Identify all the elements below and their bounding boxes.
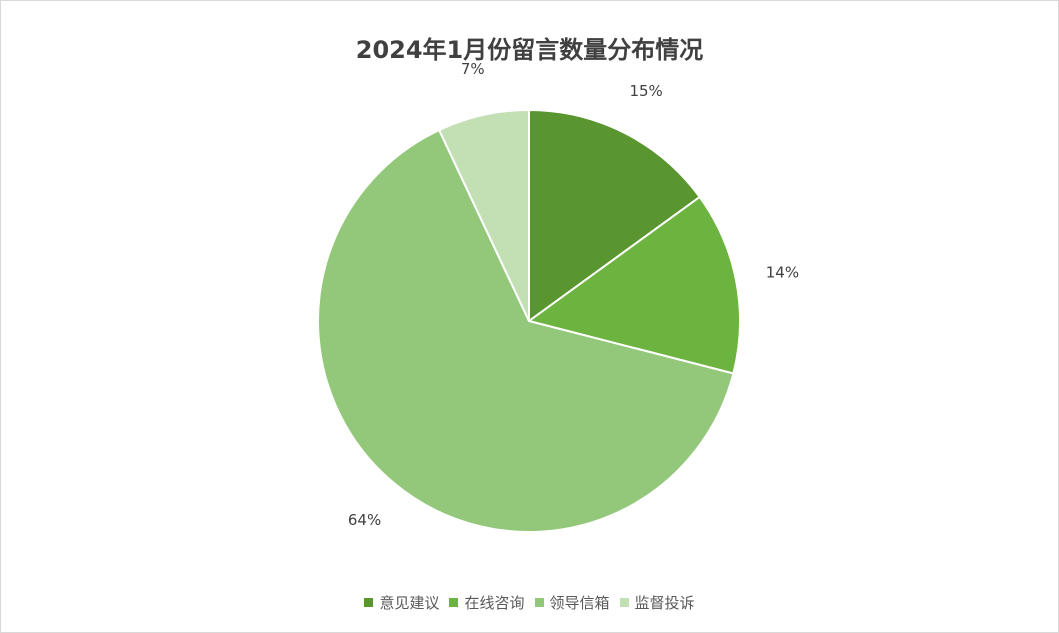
legend-swatch-2 bbox=[449, 598, 459, 607]
legend-item-1: 意见建议 bbox=[364, 592, 439, 613]
data-label-4: 7% bbox=[461, 60, 485, 78]
legend-label-1: 意见建议 bbox=[379, 594, 440, 612]
legend-swatch-3 bbox=[534, 598, 544, 607]
pie-slice-4 bbox=[437, 108, 530, 322]
legend-swatch-1 bbox=[364, 598, 374, 607]
legend-label-2: 在线咨询 bbox=[464, 594, 525, 612]
legend-item-3: 领导信箱 bbox=[534, 592, 610, 613]
pie-slice-3 bbox=[317, 128, 735, 533]
data-label-1: 15% bbox=[629, 82, 662, 100]
chart-title: 2024年1月份留言数量分布情况 bbox=[355, 36, 704, 64]
legend-label-3: 领导信箱 bbox=[549, 594, 610, 612]
legend-label-4: 监督投诉 bbox=[634, 594, 695, 612]
data-label-2: 14% bbox=[766, 264, 799, 282]
legend-item-4: 监督投诉 bbox=[619, 592, 695, 613]
legend: 意见建议 在线咨询 领导信箱 监督投诉 bbox=[0, 592, 1059, 613]
data-label-3: 64% bbox=[348, 511, 381, 529]
pie-slice-1 bbox=[528, 108, 702, 323]
legend-swatch-4 bbox=[619, 598, 629, 607]
pie-slice-2 bbox=[526, 195, 741, 375]
legend-item-2: 在线咨询 bbox=[449, 592, 525, 613]
